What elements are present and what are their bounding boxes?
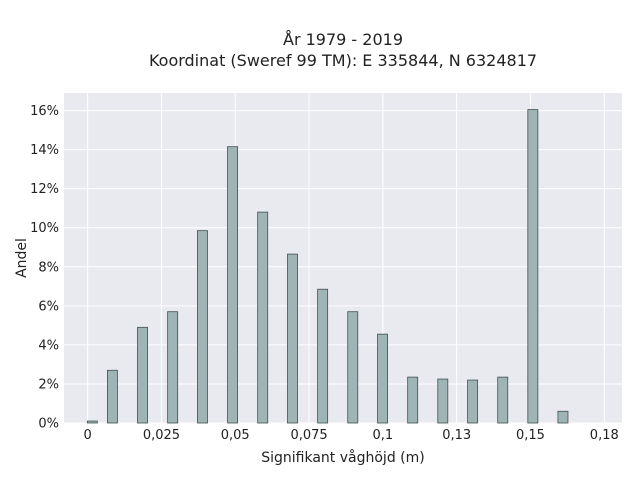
y-axis-ticks: 0% 2% 4% 6% 8% 10% 12% 14% 16% — [30, 104, 59, 431]
bar — [437, 378, 449, 424]
x-tick-label: 0,18 — [590, 428, 619, 443]
y-tick-label: 0% — [38, 417, 59, 432]
x-tick-label: 0,15 — [516, 428, 545, 443]
x-tick-label: 0,075 — [290, 428, 327, 443]
x-tick-label: 0,1 — [373, 428, 394, 443]
chart-title-line-2: Koordinat (Sweref 99 TM): E 335844, N 63… — [149, 51, 537, 70]
y-tick-label: 12% — [30, 182, 59, 197]
x-tick-label: 0,05 — [221, 428, 250, 443]
y-tick-label: 4% — [38, 338, 59, 353]
bar — [167, 311, 179, 424]
bar — [317, 288, 329, 424]
grid-lines — [64, 93, 622, 424]
chart-title-line-1: År 1979 - 2019 — [283, 30, 403, 49]
bar — [407, 376, 419, 424]
x-axis-ticks: 0 0,025 0,05 0,075 0,1 0,13 0,15 0,18 — [83, 428, 618, 443]
bar — [287, 253, 298, 424]
bar — [347, 311, 359, 424]
bar — [377, 333, 388, 424]
y-tick-label: 2% — [38, 377, 59, 392]
bars — [86, 109, 569, 424]
bar — [107, 369, 118, 424]
bar — [137, 326, 148, 424]
y-tick-label: 14% — [30, 143, 59, 158]
y-tick-label: 6% — [38, 299, 59, 314]
bar — [227, 146, 239, 424]
x-tick-label: 0,025 — [143, 428, 180, 443]
x-tick-label: 0 — [83, 428, 91, 443]
y-axis-label: Andel — [14, 238, 30, 278]
bar — [527, 109, 539, 424]
bar — [557, 410, 569, 424]
bar — [197, 230, 208, 424]
bar — [257, 211, 269, 424]
bar — [467, 379, 479, 424]
bar — [86, 420, 98, 424]
bar — [497, 376, 509, 424]
y-tick-label: 8% — [38, 260, 59, 275]
y-tick-label: 10% — [30, 221, 59, 236]
y-tick-label: 16% — [30, 104, 59, 119]
x-axis-label: Signifikant våghöjd (m) — [261, 449, 424, 466]
x-tick-label: 0,13 — [442, 428, 471, 443]
